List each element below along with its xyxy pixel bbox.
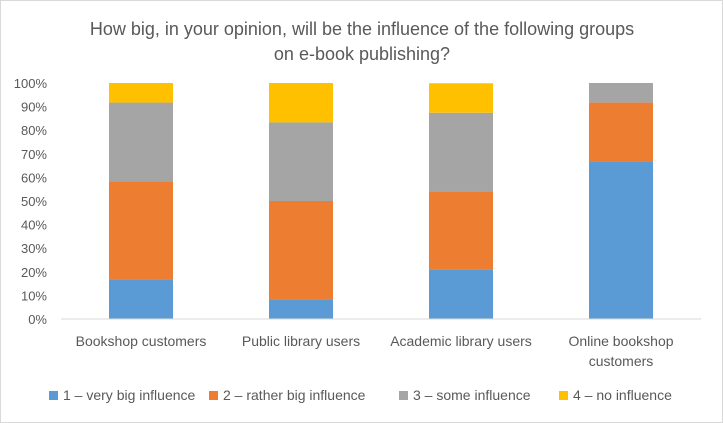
x-category-label: Bookshop customers [76, 333, 207, 349]
bar-segment [589, 161, 653, 319]
y-axis: 0% 10% 20% 30% 40% 50% 60% 70% 80% 90% 100% [14, 76, 48, 327]
legend-swatch [49, 391, 58, 400]
bar-segment [589, 83, 653, 103]
bar-segment [269, 201, 333, 300]
bar-segment [429, 269, 493, 319]
x-axis: Bookshop customers Public library users Ac… [61, 318, 701, 369]
legend-swatch [209, 391, 218, 400]
bar-segment [109, 83, 173, 103]
bar-segment [429, 112, 493, 192]
y-tick-label: 80% [21, 123, 47, 138]
y-tick-label: 30% [21, 241, 47, 256]
x-category-label: Public library users [242, 333, 360, 349]
chart-title-line-1: How big, in your opinion, will be the in… [90, 19, 634, 39]
legend-label: 2 – rather big influence [223, 387, 366, 403]
y-tick-label: 0% [28, 312, 47, 327]
bars [109, 83, 653, 319]
bar-segment [429, 83, 493, 113]
bar-segment [589, 102, 653, 162]
bar-segment [109, 102, 173, 182]
y-tick-label: 20% [21, 265, 47, 280]
y-tick-label: 60% [21, 170, 47, 185]
y-tick-label: 90% [21, 100, 47, 115]
bar-segment [109, 279, 173, 319]
legend: 1 – very big influence 2 – rather big inf… [49, 387, 672, 403]
x-category-label: Academic library users [390, 333, 532, 349]
bar-segment [109, 181, 173, 280]
bar-segment [429, 191, 493, 270]
y-tick-label: 50% [21, 194, 47, 209]
legend-label: 1 – very big influence [63, 387, 196, 403]
bar-segment [269, 122, 333, 201]
legend-swatch [559, 391, 568, 400]
legend-swatch [399, 391, 408, 400]
y-tick-label: 100% [14, 76, 48, 91]
y-tick-label: 10% [21, 288, 47, 303]
x-category-label: customers [589, 353, 654, 369]
y-tick-label: 40% [21, 218, 47, 233]
bar-segment [269, 83, 333, 123]
x-category-label: Online bookshop [568, 333, 673, 349]
legend-label: 3 – some influence [413, 387, 531, 403]
legend-label: 4 – no influence [573, 387, 672, 403]
y-tick-label: 70% [21, 147, 47, 162]
bar-segment [269, 299, 333, 319]
chart-title-line-2: on e-book publishing? [274, 44, 450, 64]
